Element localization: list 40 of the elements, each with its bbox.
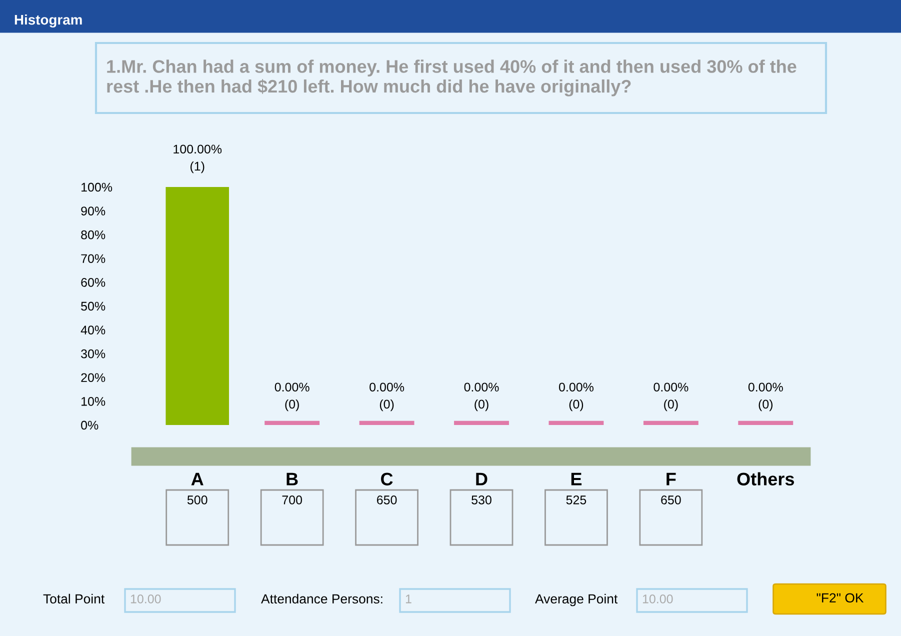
text: Average Point	[535, 594, 618, 606]
data-label: 0.00% (0)	[274, 382, 310, 412]
y-tick-label: 90%	[81, 206, 106, 216]
y-tick-label: 100%	[82, 182, 112, 192]
text: Attendance Persons:	[261, 594, 382, 604]
chart-title: Histogram	[14, 14, 82, 28]
text: 500	[187, 496, 208, 504]
x-tick-label: F	[666, 472, 676, 486]
x-tick-label: E	[571, 472, 582, 486]
data-label: 0.00% (0)	[654, 382, 688, 412]
text: 10.00	[642, 594, 673, 604]
y-tick-label: 70%	[81, 254, 106, 264]
x-tick-label: D	[476, 472, 488, 486]
text: 650	[376, 496, 397, 504]
data-label: 100.00% (1)	[174, 144, 222, 174]
x-tick-label: C	[381, 472, 393, 486]
text: 700	[282, 496, 302, 504]
data-label: 0.00% (0)	[370, 382, 404, 412]
y-tick-label: 30%	[81, 349, 106, 358]
text: 650	[661, 496, 681, 504]
text: 1	[406, 594, 412, 604]
x-tick-label: B	[286, 472, 298, 486]
text: 525	[566, 496, 586, 504]
data-label: 0.00% (0)	[748, 382, 783, 412]
x-tick-label: A	[191, 472, 204, 486]
text: "F2" OK	[816, 593, 864, 603]
text: Total Point	[43, 594, 105, 604]
text: 530	[472, 496, 492, 504]
y-tick-label: 80%	[81, 230, 106, 240]
y-tick-label: 10%	[82, 397, 106, 406]
data-label: 0.00% (0)	[558, 382, 594, 412]
y-tick-label: 20%	[81, 373, 106, 382]
y-tick-label: 0%	[81, 420, 98, 430]
x-tick-label: Others	[737, 472, 794, 486]
text: 10.00	[130, 594, 161, 604]
data-label: 0.00% (0)	[464, 382, 499, 412]
chart-subtitle: 1.Mr. Chan had a sum of money. He first used 40% of it and then used 30% of the rest .He then had $210 left. How much did he have originally?	[107, 60, 796, 96]
y-tick-label: 60%	[81, 278, 106, 287]
y-tick-label: 40%	[80, 326, 106, 334]
y-tick-label: 50%	[81, 302, 106, 311]
